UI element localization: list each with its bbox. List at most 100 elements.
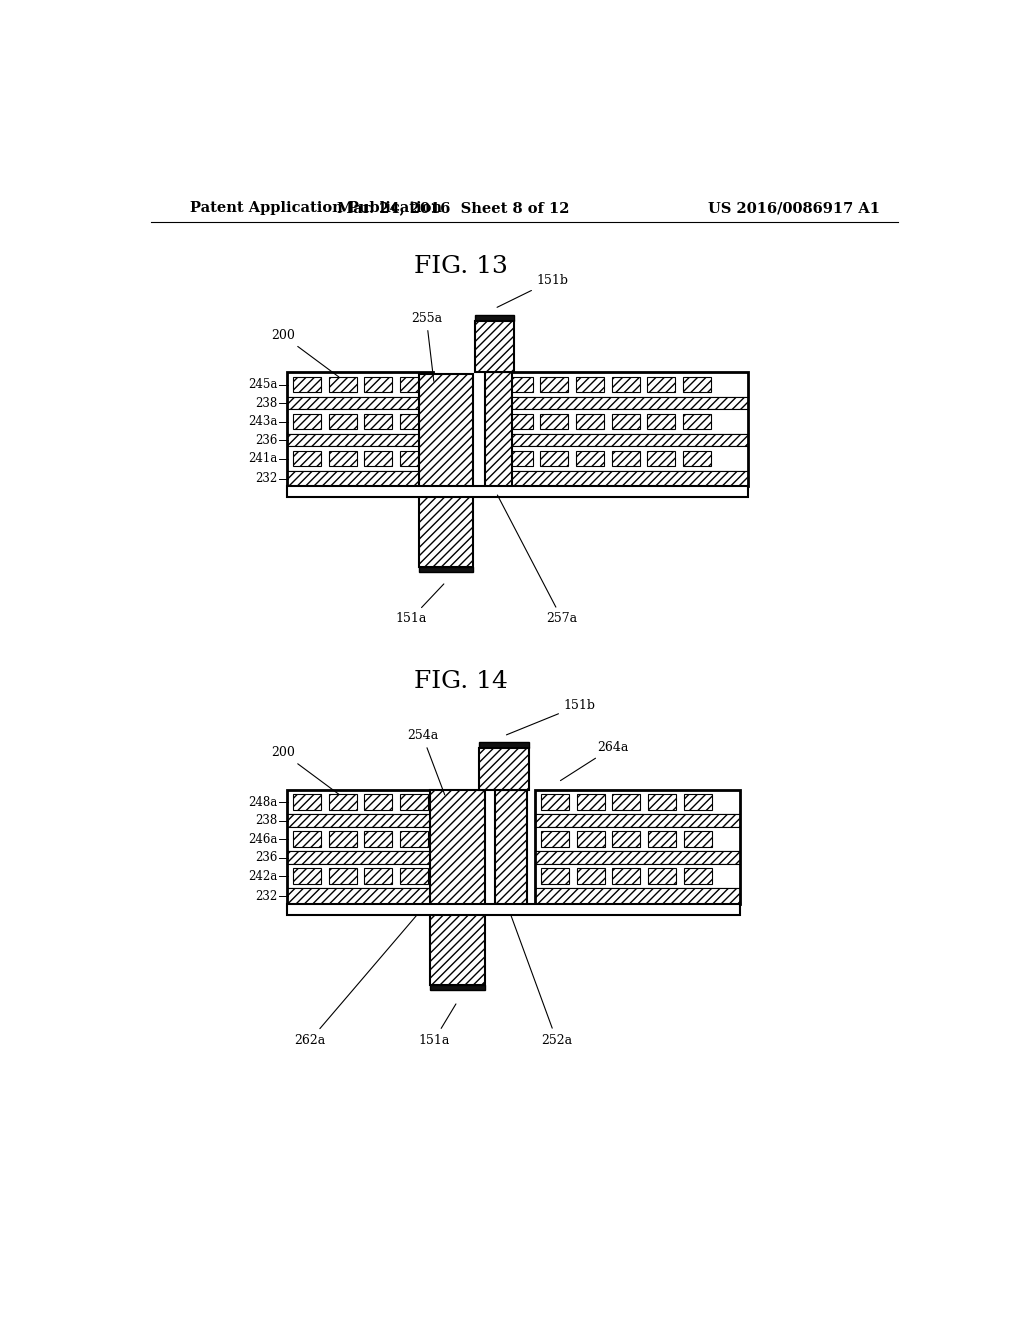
Text: 243a: 243a — [248, 416, 278, 428]
Bar — [505, 414, 532, 429]
Bar — [577, 795, 604, 809]
Bar — [499, 409, 748, 434]
Bar — [430, 985, 484, 990]
Bar — [535, 789, 740, 814]
Bar — [419, 566, 473, 572]
Bar — [684, 795, 712, 809]
Bar — [400, 378, 428, 392]
Text: US 2016/0086917 A1: US 2016/0086917 A1 — [709, 202, 881, 215]
Bar — [287, 814, 450, 826]
Bar — [499, 446, 748, 471]
Text: 254a: 254a — [407, 730, 444, 795]
Bar — [495, 789, 527, 911]
Bar — [400, 451, 428, 466]
Bar — [535, 789, 740, 904]
Bar — [365, 869, 392, 883]
Bar — [287, 372, 432, 487]
Text: 248a: 248a — [249, 796, 278, 809]
Text: 151a: 151a — [395, 583, 443, 626]
Bar — [287, 789, 450, 904]
Bar — [365, 414, 392, 429]
Bar — [329, 414, 356, 429]
Bar — [648, 832, 676, 846]
Text: FIG. 13: FIG. 13 — [415, 255, 508, 277]
Text: Patent Application Publication: Patent Application Publication — [190, 202, 442, 215]
Bar — [400, 795, 428, 809]
Bar — [499, 434, 748, 446]
Bar — [535, 888, 740, 904]
Bar — [475, 314, 514, 321]
Bar — [541, 378, 568, 392]
Text: 262a: 262a — [295, 915, 417, 1047]
Bar — [505, 378, 532, 392]
Text: 242a: 242a — [249, 870, 278, 883]
Bar — [400, 869, 428, 883]
Bar — [400, 414, 428, 429]
Text: 255a: 255a — [411, 312, 442, 381]
Bar — [293, 414, 321, 429]
Bar — [612, 795, 640, 809]
Bar — [499, 471, 748, 487]
Bar — [430, 789, 484, 985]
Bar — [329, 795, 356, 809]
Text: Mar. 24, 2016  Sheet 8 of 12: Mar. 24, 2016 Sheet 8 of 12 — [337, 202, 569, 215]
Bar — [541, 414, 568, 429]
Bar — [612, 869, 640, 883]
Text: 232: 232 — [255, 890, 278, 903]
Bar — [683, 378, 711, 392]
Bar — [329, 869, 356, 883]
Bar — [611, 451, 640, 466]
Bar — [612, 832, 640, 846]
Bar — [287, 471, 432, 487]
Bar — [541, 832, 569, 846]
Bar — [648, 869, 676, 883]
Bar — [648, 795, 676, 809]
Bar — [684, 869, 712, 883]
Bar — [577, 832, 604, 846]
Bar — [287, 863, 450, 888]
Bar — [419, 374, 473, 566]
Text: 252a: 252a — [511, 916, 572, 1047]
Bar — [365, 451, 392, 466]
Text: 232: 232 — [255, 473, 278, 486]
Text: 151b: 151b — [507, 698, 596, 735]
Text: 151b: 151b — [497, 273, 568, 308]
Bar — [287, 409, 432, 434]
Bar — [683, 451, 711, 466]
Bar — [575, 378, 604, 392]
Bar — [365, 832, 392, 846]
Text: 236: 236 — [255, 434, 278, 446]
Bar — [365, 378, 392, 392]
Bar — [484, 372, 512, 494]
Bar — [535, 851, 740, 863]
Text: 264a: 264a — [560, 741, 628, 780]
Bar — [499, 372, 748, 397]
Text: 238: 238 — [255, 814, 278, 828]
Bar — [577, 869, 604, 883]
Bar — [611, 378, 640, 392]
Bar — [287, 372, 432, 397]
Text: 245a: 245a — [248, 379, 278, 391]
Bar — [575, 451, 604, 466]
Bar — [541, 451, 568, 466]
Bar — [535, 863, 740, 888]
Bar — [329, 451, 356, 466]
Bar — [287, 904, 740, 915]
Bar — [293, 832, 321, 846]
Bar — [287, 789, 450, 814]
Bar — [535, 826, 740, 851]
Bar — [329, 378, 356, 392]
Bar — [541, 795, 569, 809]
Text: 241a: 241a — [249, 453, 278, 465]
Bar — [287, 487, 748, 498]
Bar — [479, 742, 529, 748]
Bar — [647, 378, 675, 392]
Text: 236: 236 — [255, 851, 278, 865]
Bar — [293, 795, 321, 809]
Bar — [293, 378, 321, 392]
Bar — [287, 826, 450, 851]
Bar — [365, 795, 392, 809]
Bar — [287, 434, 432, 446]
Bar — [575, 414, 604, 429]
Bar — [611, 414, 640, 429]
